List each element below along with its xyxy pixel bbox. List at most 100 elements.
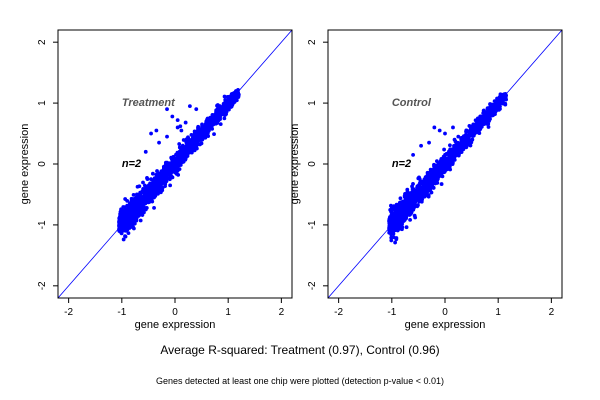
control-point: [468, 130, 473, 135]
control-point: [443, 131, 447, 136]
control-point: [391, 214, 396, 219]
control-point: [388, 223, 393, 228]
control-point: [398, 196, 403, 201]
treatment-point: [170, 162, 174, 167]
control-point: [474, 124, 478, 129]
control-point: [457, 141, 461, 146]
treatment-point: [197, 130, 202, 135]
control-point: [468, 125, 473, 129]
treatment-point: [118, 214, 123, 219]
treatment-point: [123, 234, 128, 239]
treatment-y-tick-label: 0: [37, 161, 48, 167]
treatment-point: [178, 158, 183, 163]
treatment-point: [125, 203, 130, 208]
treatment-point: [168, 183, 173, 188]
control-point: [439, 182, 444, 186]
treatment-point: [131, 225, 135, 229]
control-y-tick-label: 0: [307, 161, 318, 167]
treatment-point: [123, 226, 128, 231]
control-annotation: Control: [392, 97, 432, 109]
treatment-point: [156, 175, 161, 180]
treatment-y-tick-label: -2: [37, 281, 48, 290]
control-point: [416, 194, 421, 199]
control-point: [451, 125, 455, 130]
treatment-point: [236, 88, 240, 92]
control-point: [476, 128, 480, 133]
control-point: [432, 172, 437, 177]
control-point: [504, 97, 509, 102]
treatment-point: [190, 137, 195, 142]
control-point: [417, 187, 422, 192]
control-point: [448, 143, 452, 148]
control-y-tick-label: 2: [307, 39, 318, 45]
treatment-point: [226, 95, 231, 100]
treatment-point: [148, 192, 153, 197]
control-x-tick-label: 2: [549, 307, 555, 318]
control-point: [442, 147, 446, 152]
control-point: [417, 175, 421, 180]
control-point: [448, 160, 453, 165]
treatment-point: [158, 180, 163, 185]
treatment-point: [144, 200, 149, 205]
control-point: [425, 170, 430, 175]
treatment-point: [167, 170, 172, 175]
treatment-point: [203, 135, 208, 140]
treatment-point: [122, 221, 127, 226]
control-point: [486, 116, 490, 121]
treatment-point: [141, 180, 145, 185]
control-x-axis-label: gene expression: [405, 319, 486, 331]
control-point: [432, 165, 437, 170]
treatment-point: [204, 126, 209, 131]
treatment-point: [138, 203, 143, 208]
control-x-tick-label: 1: [495, 307, 501, 318]
control-point: [453, 139, 458, 144]
control-point: [453, 152, 458, 157]
treatment-point: [218, 117, 222, 121]
control-point: [388, 220, 392, 224]
control-point: [405, 206, 409, 211]
treatment-point: [175, 150, 180, 155]
control-point: [444, 151, 449, 156]
treatment-point: [234, 98, 239, 103]
control-point: [426, 194, 431, 199]
treatment-point: [161, 178, 166, 183]
treatment-point: [192, 129, 197, 134]
control-point: [461, 138, 466, 142]
treatment-point: [121, 237, 126, 242]
control-point: [456, 134, 461, 139]
treatment-point: [131, 201, 136, 206]
treatment-point: [165, 134, 169, 139]
treatment-point: [165, 107, 169, 112]
control-point: [497, 98, 501, 103]
control-point: [389, 203, 393, 208]
control-point: [394, 237, 399, 242]
control-point: [420, 192, 425, 196]
control-point: [404, 225, 409, 230]
control-point: [416, 184, 421, 189]
treatment-point: [152, 205, 156, 210]
treatment-n-label: n=2: [122, 158, 141, 170]
control-point: [419, 143, 423, 148]
treatment-point: [141, 187, 146, 191]
treatment-point: [221, 108, 226, 112]
treatment-point: [143, 149, 148, 154]
treatment-point: [150, 171, 155, 176]
treatment-panel: -2 -1 0 1 2 -2 -1 0 1 2 gene expression gene expres…: [19, 29, 293, 331]
control-point: [411, 197, 416, 201]
control-point: [411, 181, 415, 186]
treatment-point: [190, 149, 194, 154]
control-point: [411, 152, 415, 157]
treatment-point: [200, 124, 205, 129]
control-point: [499, 94, 504, 99]
treatment-point: [180, 151, 185, 156]
control-point: [461, 135, 466, 139]
treatment-point: [165, 166, 170, 171]
control-point: [432, 125, 437, 130]
treatment-point: [226, 102, 231, 107]
control-point: [464, 139, 469, 144]
control-point: [404, 216, 408, 221]
control-point: [464, 128, 469, 133]
control-point: [429, 190, 434, 195]
treatment-annotation: Treatment: [122, 97, 176, 109]
